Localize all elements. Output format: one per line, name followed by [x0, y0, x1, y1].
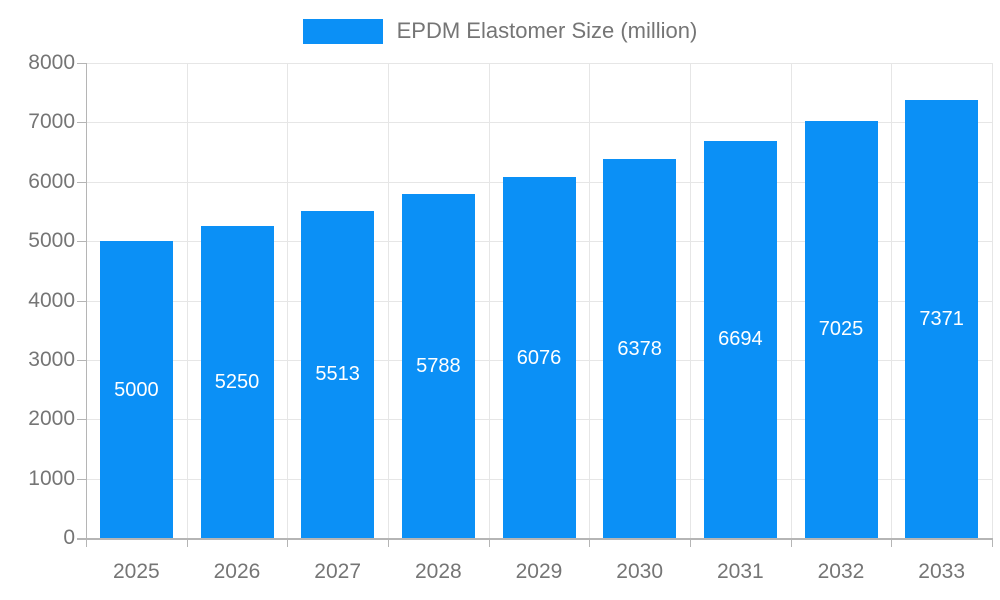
x-gridline [891, 63, 893, 538]
y-axis-tick [77, 241, 86, 243]
bar[interactable] [502, 177, 576, 538]
legend[interactable]: EPDM Elastomer Size (million) [0, 14, 1000, 48]
bar-value-label: 6076 [516, 346, 562, 369]
y-axis-tick [77, 63, 86, 64]
y-tick-label: 8000 [28, 51, 75, 74]
legend-swatch-icon [302, 18, 383, 44]
y-tick-label: 2000 [28, 407, 75, 431]
x-tick-label: 2033 [918, 560, 966, 583]
x-tick-label: 2028 [414, 560, 462, 583]
x-axis-tick [287, 538, 289, 547]
x-gridline [690, 63, 691, 538]
legend-label: EPDM Elastomer Size (million) [396, 18, 698, 43]
bar[interactable] [401, 194, 475, 538]
x-axis-tick [388, 538, 389, 547]
y-gridline [86, 122, 992, 124]
bar[interactable] [804, 120, 878, 538]
y-axis-tick [77, 300, 86, 302]
bar[interactable] [905, 100, 979, 538]
bar[interactable] [99, 241, 173, 538]
x-gridline [488, 63, 490, 538]
x-gridline [589, 63, 591, 538]
x-axis-tick [488, 538, 490, 547]
y-gridline [86, 63, 992, 64]
x-axis-line [77, 538, 992, 540]
bar[interactable] [301, 210, 375, 538]
bar-value-label: 5513 [315, 363, 360, 386]
x-gridline [186, 63, 188, 538]
y-axis-tick [77, 181, 86, 183]
y-tick-label: 1000 [28, 466, 75, 490]
y-axis-tick [77, 359, 86, 361]
x-tick-label: 2026 [213, 560, 261, 583]
y-tick-label: 5000 [28, 229, 75, 253]
bar-value-label: 6694 [718, 328, 763, 351]
y-tick-label: 3000 [28, 347, 75, 371]
y-axis-line [86, 63, 87, 539]
bar-value-label: 5788 [416, 355, 461, 378]
y-tick-label: 7000 [28, 110, 75, 134]
y-tick-label: 6000 [28, 169, 75, 193]
bar[interactable] [200, 226, 274, 538]
x-tick-label: 2031 [716, 560, 764, 583]
x-gridline [287, 63, 289, 538]
x-tick-label: 2030 [616, 560, 664, 583]
x-gridline [992, 63, 993, 538]
x-axis-tick [790, 538, 792, 547]
y-axis-tick [77, 478, 86, 480]
bar-value-label: 7025 [818, 318, 864, 341]
y-tick-label: 4000 [28, 288, 75, 312]
x-tick-label: 2025 [112, 560, 160, 583]
bar-value-label: 5250 [214, 371, 260, 394]
bar-value-label: 5000 [114, 378, 159, 401]
y-axis-tick [77, 419, 86, 421]
plot-area: 0 1000 2000 3000 4000 5000 6000 7000 8000 2025 202… [28, 51, 993, 583]
x-tick-label: 2032 [817, 560, 865, 583]
x-tick-label: 2029 [515, 560, 563, 583]
bar[interactable] [703, 140, 777, 538]
x-axis-tick [589, 538, 591, 547]
x-axis-tick [186, 538, 188, 547]
bar[interactable] [603, 159, 677, 538]
x-axis-tick [891, 538, 893, 547]
bar-value-label: 7371 [919, 308, 964, 331]
x-axis-tick [86, 538, 87, 547]
x-gridline [388, 63, 389, 538]
y-axis-tick [77, 122, 86, 124]
x-axis-tick [992, 538, 993, 547]
bar-value-label: 6378 [617, 337, 662, 360]
x-axis-tick [690, 538, 691, 547]
y-tick-label: 0 [63, 526, 75, 549]
x-tick-label: 2027 [314, 560, 362, 583]
x-gridline [790, 63, 792, 538]
